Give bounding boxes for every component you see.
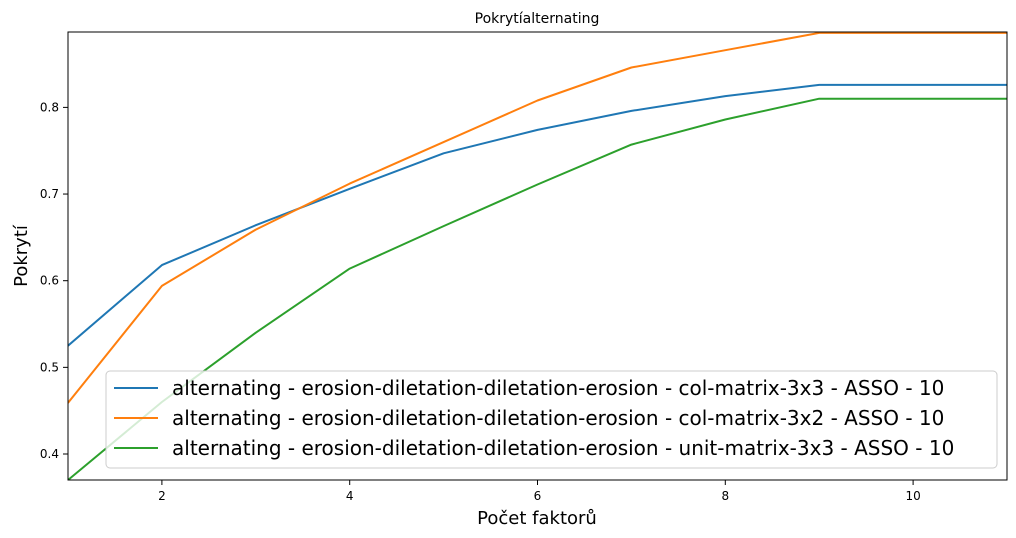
y-tick-label: 0.6 — [40, 274, 59, 288]
series-line-1 — [68, 83, 1007, 347]
legend-label-1: alternating - erosion-diletation-diletat… — [172, 376, 944, 400]
legend-label-2: alternating - erosion-diletation-diletat… — [172, 406, 944, 430]
x-tick-label: 4 — [346, 489, 354, 503]
y-tick-label: 0.5 — [40, 360, 59, 374]
y-tick-label: 0.8 — [40, 100, 59, 114]
chart-title: Pokrytíalternating — [475, 11, 600, 27]
y-tick-label: 0.7 — [40, 187, 59, 201]
y-tick-label: 0.4 — [40, 447, 59, 461]
series-line-2 — [68, 32, 1007, 404]
x-tick-label: 10 — [905, 489, 920, 503]
series-line-3 — [68, 97, 1007, 480]
legend-box — [105, 370, 998, 469]
x-tick-label: 6 — [534, 489, 542, 503]
legend: alternating - erosion-diletation-diletat… — [105, 370, 998, 469]
y-axis-label: Pokrytí — [11, 224, 32, 287]
x-axis-label: Počet faktorů — [477, 508, 597, 529]
legend-label-3: alternating - erosion-diletation-diletat… — [172, 436, 954, 460]
x-tick-label: 2 — [158, 489, 166, 503]
x-tick-label: 8 — [721, 489, 729, 503]
